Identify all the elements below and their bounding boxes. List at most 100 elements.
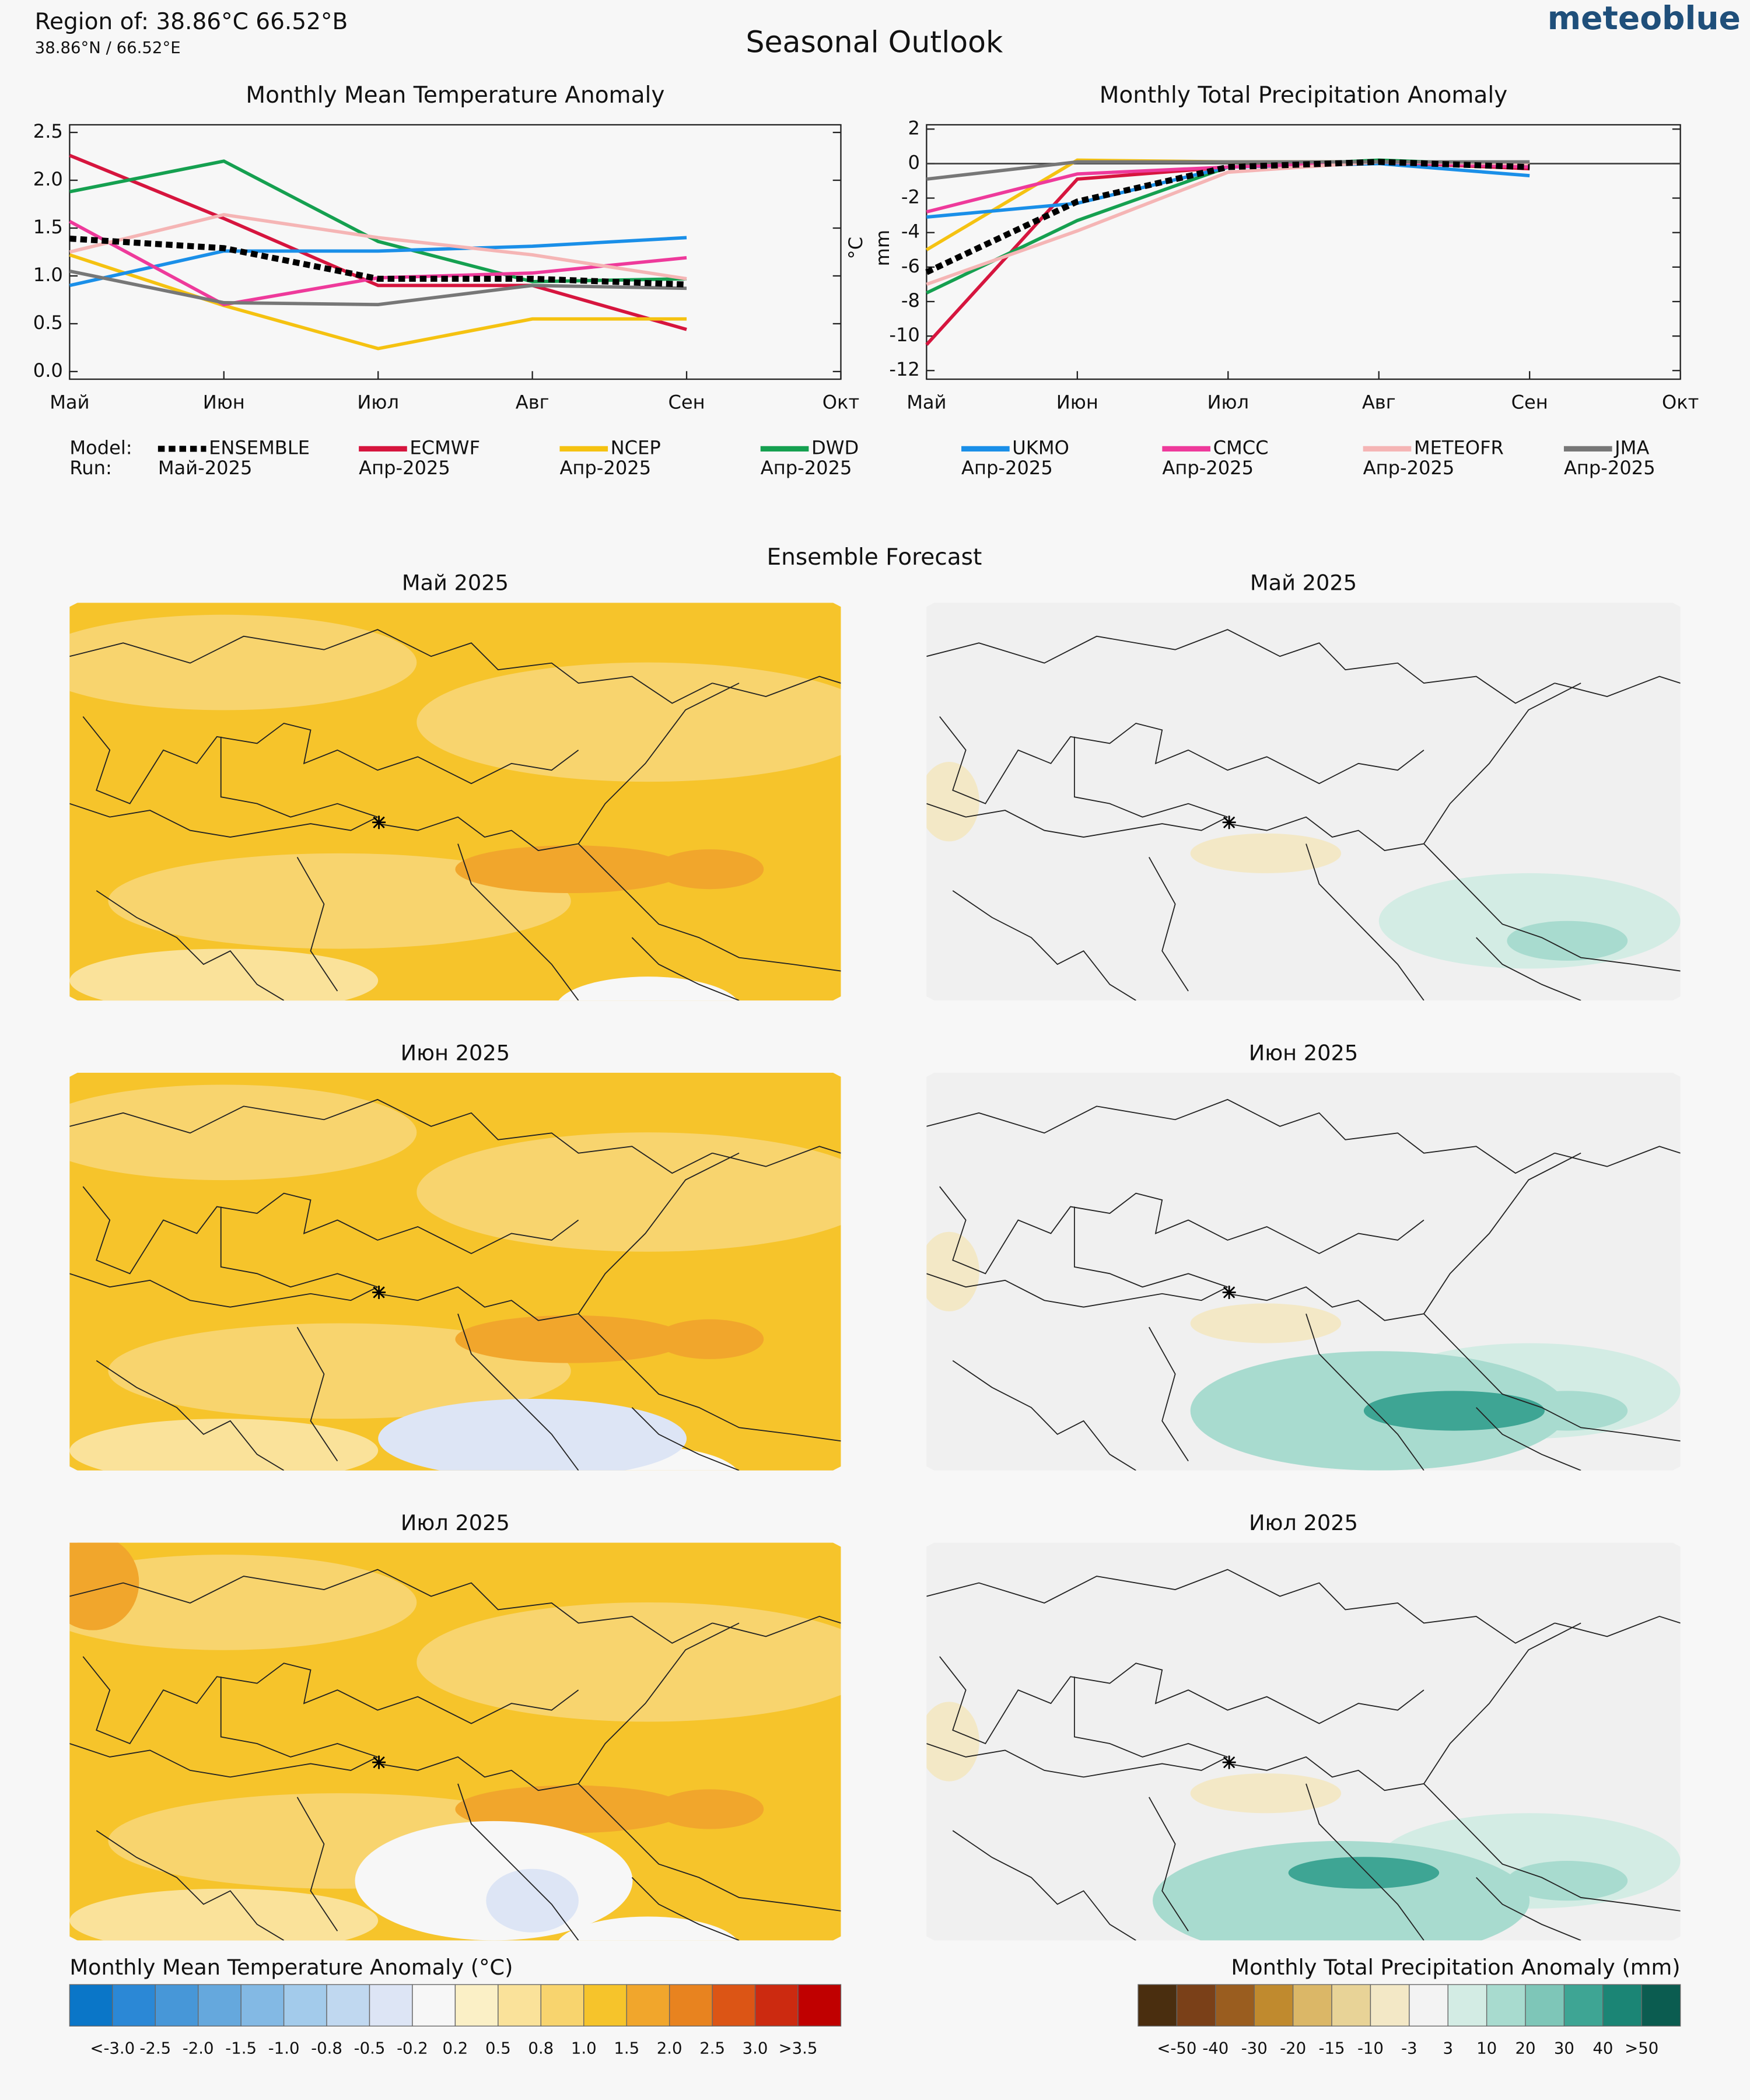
colorbar-label: -10 [1357,2039,1384,2057]
colorbar-swatch [1176,1984,1216,2027]
colorbar-label: -1.5 [225,2039,257,2057]
map-title: Июл 2025 [1249,1510,1358,1535]
y-tick-label: -6 [901,255,920,277]
map-shade [1507,1861,1628,1901]
legend-run: Апр-2025 [961,457,1053,479]
map-border [69,1743,378,1778]
map-border [1073,1206,1228,1288]
x-tick-label: Июн [203,391,245,413]
map-border [220,1206,378,1288]
map-border [1227,1286,1681,1442]
map-border [377,816,841,972]
map-shade [926,1231,979,1312]
map-border [926,1273,1228,1308]
map-border [939,1186,1424,1275]
y-tick-label: 0 [908,151,919,173]
map-border [296,857,338,992]
legend-name: ECMWF [410,436,480,459]
series-line [925,159,1530,275]
map [926,1542,1681,1941]
map-border [377,1286,841,1442]
y-unit-label: °C [845,237,867,260]
map-shade [1190,1773,1342,1814]
colorbar-label: 10 [1476,2039,1497,2057]
colorbar-swatch [198,1984,242,2027]
colorbar-swatch [283,1984,327,2027]
colorbar-label: -0.8 [311,2039,342,2057]
legend-run: Апр-2025 [1564,457,1656,479]
map-border [96,890,285,1001]
legend-run: Апр-2025 [559,457,651,479]
location-marker [1222,816,1236,830]
map [69,603,841,1001]
map-shade [69,1542,139,1630]
colorbar-label: 2.0 [657,2039,682,2057]
map-shade [656,1789,764,1829]
map-border [82,1656,579,1745]
map-shade [416,662,841,782]
legend-name: UKMO [1012,436,1069,459]
colorbar-label: 0.8 [528,2039,554,2057]
colorbar-label: 3.0 [743,2039,768,2057]
map-border [220,1676,378,1758]
map-border [457,844,579,1001]
x-tick-label: Май [907,391,946,413]
colorbar-label: >50 [1625,2039,1658,2057]
colorbar-label: -40 [1202,2039,1228,2057]
legend-run: Апр-2025 [761,457,852,479]
map-border [220,736,378,818]
section-title: Ensemble Forecast [766,544,982,570]
map-border [82,1186,579,1275]
colorbar-label: -2.0 [183,2039,214,2057]
map-shade [69,1888,379,1941]
x-tick-label: Окт [1662,391,1699,413]
map-shade [558,1916,738,1941]
map-shade [378,1399,687,1471]
map [926,603,1681,1001]
x-tick-label: Май [50,391,89,413]
legend-model-label: Model: [69,436,132,459]
legend-name: JMA [1614,436,1649,459]
map-border [952,890,1136,1001]
colorbar-swatch [326,1984,370,2027]
colorbar-label: <-50 [1157,2039,1196,2057]
brand: meteoblue [1548,0,1741,37]
colorbar-label: >3.5 [779,2039,818,2057]
location-marker [372,1755,386,1769]
colorbar-swatch [1602,1984,1642,2027]
map-border [1476,937,1581,1001]
map-border [712,1146,841,1167]
map-shade [1363,1391,1545,1431]
colorbar-label: 40 [1592,2039,1613,2057]
map-border [631,1407,740,1471]
map-shade [69,1084,417,1181]
colorbar-label: 0.5 [485,2039,511,2057]
map-border [926,1743,1228,1778]
map-border [1555,1615,1681,1637]
colorbar-label: 1.5 [614,2039,639,2057]
map-border [1227,816,1681,972]
map-border [631,937,740,1001]
map-shade [926,1702,979,1782]
plot-frame [926,124,1681,380]
colorbar-swatch [1641,1984,1681,2027]
colorbar-swatch [583,1984,627,2027]
legend-run-label: Run: [69,457,111,479]
map-title: Май 2025 [402,570,509,596]
map-shade [355,1821,633,1941]
map-border [69,629,713,704]
colorbar-swatch [668,1984,713,2027]
colorbar-swatch [754,1984,799,2027]
y-tick-label: 1.0 [33,264,63,286]
map-border [578,1152,740,1314]
legend-name: NCEP [611,436,661,459]
map-shade [69,1555,417,1650]
y-tick-label: -2 [901,186,920,208]
y-tick-label: 0.0 [33,359,63,382]
map-border [1423,1152,1581,1314]
map-border [69,803,378,838]
map-border [1423,1622,1581,1784]
x-tick-label: Июл [357,391,399,413]
region-label: Region of: 38.86°C 66.52°B [35,9,348,35]
